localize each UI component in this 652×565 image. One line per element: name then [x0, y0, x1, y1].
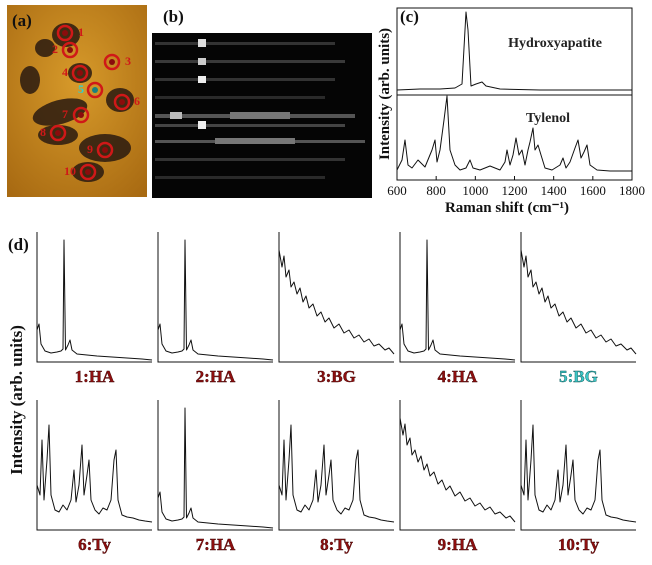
spectrum-label: 3:BG [317, 367, 356, 386]
x-tick-label: 1200 [502, 183, 528, 198]
spectrum [157, 407, 274, 529]
x-tick-label: 1800 [619, 183, 645, 198]
marker-ring [103, 53, 121, 71]
x-tick-label: 1000 [462, 183, 488, 198]
marker-label: 8 [40, 125, 46, 139]
axes [157, 232, 273, 363]
marker-label: 10 [64, 164, 76, 178]
spectrum-ha [396, 11, 632, 91]
marker-dot [109, 59, 115, 65]
marker-label: 3 [125, 54, 131, 68]
panel-label: (d) [8, 235, 29, 254]
panel-label: (c) [400, 7, 419, 26]
marker-label: 9 [87, 142, 93, 156]
x-tick-label: 1400 [541, 183, 567, 198]
marker-dot [78, 112, 84, 118]
marker-ring [113, 93, 131, 111]
marker-label: 2 [52, 42, 58, 56]
axes [520, 232, 636, 363]
marker-dot [102, 147, 108, 153]
y-axis-label: Intensity (arb. units) [377, 28, 393, 160]
marker-ring [72, 106, 90, 124]
marker-dot [77, 70, 83, 76]
marker-ring [56, 24, 74, 42]
spectrum [520, 424, 637, 523]
marker-ring [96, 141, 114, 159]
axes [520, 400, 636, 531]
axes [278, 400, 394, 531]
spectrum-label: 8:Ty [320, 535, 353, 554]
marker-label: 7 [62, 107, 68, 121]
marker-dot [55, 130, 61, 136]
axes [399, 232, 515, 363]
spectrum-label: 6:Ty [78, 535, 111, 554]
spectrum [157, 239, 274, 361]
marker-dot [92, 87, 98, 93]
spectrum-label: 4:HA [438, 367, 478, 386]
marker-label: 1 [78, 25, 84, 39]
spectrum [399, 239, 516, 361]
spectrum-ty [396, 95, 632, 172]
x-tick-label: 600 [387, 183, 407, 198]
marker-ring [61, 41, 79, 59]
marker-dot [119, 99, 125, 105]
marker-ring [86, 81, 104, 99]
x-tick-label: 800 [426, 183, 446, 198]
spectrum-label: 7:HA [196, 535, 236, 554]
spectrum [399, 417, 516, 523]
annotation: Hydroxyapatite [508, 36, 602, 51]
marker-ring [49, 124, 67, 142]
x-axis-label: Raman shift (cm⁻¹) [445, 200, 569, 216]
spectrum [520, 249, 637, 355]
x-tick-label: 1600 [580, 183, 606, 198]
marker-label: 6 [134, 94, 140, 108]
marker-ring [71, 64, 89, 82]
plot-frame [396, 7, 633, 181]
annotation: Tylenol [526, 111, 570, 126]
spectrum [36, 424, 153, 523]
spectrum [278, 424, 395, 523]
marker-dot [67, 47, 73, 53]
raman-streaks [155, 39, 365, 179]
axes [399, 400, 515, 531]
axes [36, 400, 152, 531]
axes [157, 400, 273, 531]
panel-label: (a) [12, 11, 32, 30]
spectrum [278, 249, 395, 355]
spectrum-label: 10:Ty [558, 535, 600, 554]
spectrum-label: 9:HA [438, 535, 478, 554]
y-axis-label: Intensity (arb. units) [7, 325, 26, 475]
marker-label: 5 [78, 82, 84, 96]
spectrum-label: 5:BG [559, 367, 598, 386]
marker-label: 4 [62, 65, 68, 79]
marker-dot [85, 169, 91, 175]
spectrum-label: 2:HA [196, 367, 236, 386]
marker-ring [79, 163, 97, 181]
axes [36, 232, 152, 363]
marker-dot [62, 30, 68, 36]
spectrum [36, 239, 153, 361]
spectrum-label: 1:HA [75, 367, 115, 386]
axes [278, 232, 394, 363]
panel-label: (b) [163, 7, 184, 26]
